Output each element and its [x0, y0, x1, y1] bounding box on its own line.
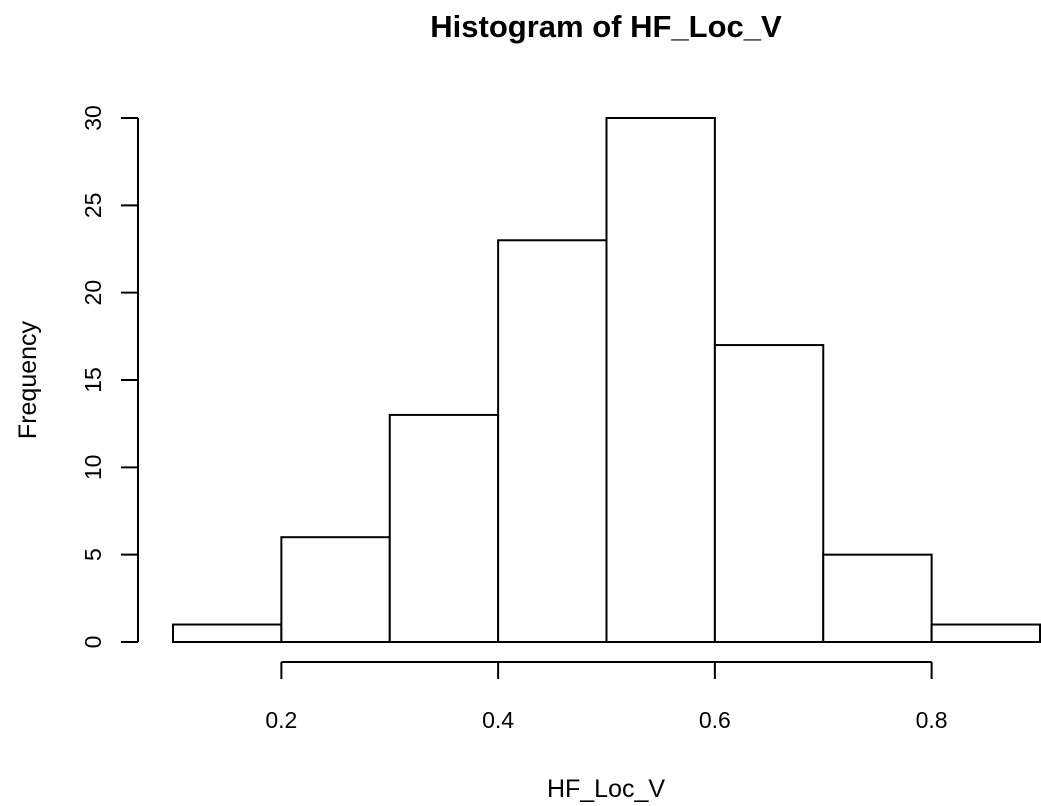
- x-tick-label: 0.4: [482, 707, 514, 733]
- chart-title: Histogram of HF_Loc_V: [430, 9, 782, 44]
- x-axis-label: HF_Loc_V: [547, 775, 665, 803]
- y-tick-label: 30: [80, 105, 106, 131]
- y-axis: 0 5 10 15 20 25 30: [80, 105, 139, 649]
- histogram-bar-6: [822, 553, 933, 644]
- y-tick-label: 15: [80, 367, 106, 393]
- y-tick-label: 25: [80, 193, 106, 219]
- histogram-bar-2: [388, 413, 500, 643]
- y-tick-label: 10: [80, 455, 106, 481]
- histogram-bar-5: [713, 344, 825, 643]
- x-tick-label: 0.6: [699, 707, 731, 733]
- y-axis-label: Frequency: [14, 320, 42, 439]
- histogram-bar-3: [497, 239, 608, 643]
- bars-group: [172, 117, 1041, 644]
- histogram-bar-1: [280, 536, 391, 644]
- x-tick-label: 0.8: [916, 707, 948, 733]
- y-tick-label: 20: [80, 280, 106, 306]
- histogram-bar-4: [605, 117, 716, 643]
- y-tick-label: 0: [80, 636, 106, 649]
- histogram-bar-0: [172, 623, 283, 643]
- y-tick-label: 5: [80, 548, 106, 561]
- histogram-bar-7: [930, 623, 1041, 643]
- x-axis: 0.2 0.4 0.6 0.8: [265, 661, 948, 733]
- x-tick-label: 0.2: [265, 707, 297, 733]
